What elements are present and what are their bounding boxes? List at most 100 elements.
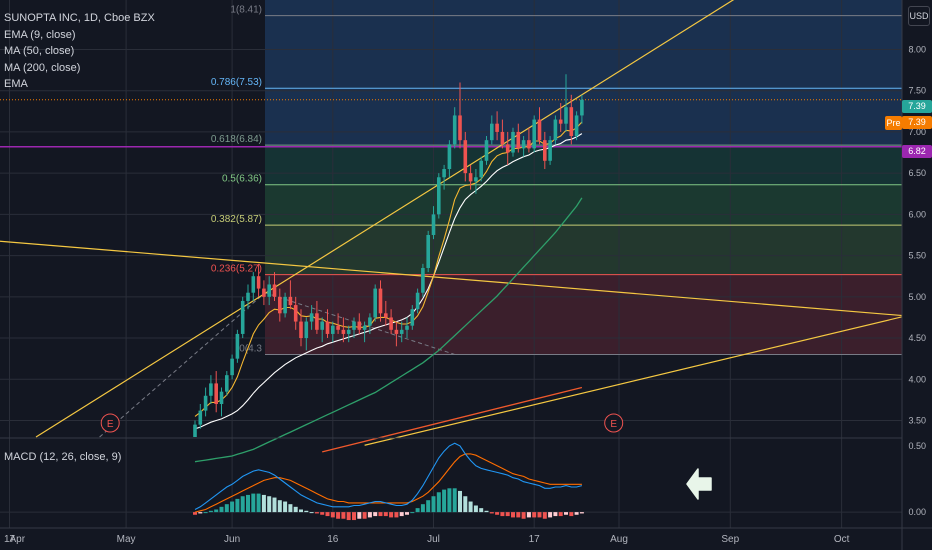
macd-histogram-bar — [240, 496, 245, 513]
macd-histogram-bar — [537, 512, 542, 518]
candle-body — [346, 329, 351, 334]
fib-label: 0(4.3 — [239, 344, 262, 355]
candle-body — [500, 131, 505, 145]
macd-histogram-bar — [542, 512, 547, 519]
candle-body — [336, 325, 340, 330]
candle-body — [235, 333, 240, 359]
macd-histogram-bar — [574, 512, 579, 515]
legend-ema[interactable]: EMA — [4, 78, 28, 90]
candle-body — [521, 140, 526, 149]
fib-band — [265, 145, 902, 185]
currency-button[interactable]: USD — [908, 6, 930, 26]
fib-label: 0.618(6.84) — [211, 134, 262, 145]
price-tick-label: 3.50 — [908, 416, 926, 426]
legend-ema9[interactable]: EMA (9, close) — [4, 28, 76, 41]
macd-histogram-bar — [198, 512, 203, 514]
macd-histogram-bar — [373, 512, 378, 517]
fib-trendline — [99, 292, 266, 438]
price-axis-bg — [902, 0, 932, 550]
candle-body — [362, 325, 367, 330]
time-tick-label: Sep — [721, 534, 739, 545]
candle-body — [251, 276, 256, 293]
candle-body — [468, 173, 473, 182]
macd-histogram-bar — [320, 512, 325, 515]
macd-histogram-bar — [378, 512, 383, 517]
candle-body — [548, 140, 552, 161]
ema-red-line — [322, 386, 583, 453]
macd-histogram-bar — [479, 508, 484, 513]
macd-histogram-bar — [484, 510, 489, 513]
candle-body — [564, 107, 568, 124]
candle-body — [553, 119, 558, 141]
trend-line — [0, 240, 932, 319]
time-tick-label: Aug — [610, 534, 628, 545]
symbol-title[interactable]: SUNOPTA INC, 1D, Cboe BZX — [4, 12, 155, 24]
candle-body — [558, 119, 563, 124]
candle-body — [378, 288, 383, 314]
candle-body — [537, 119, 542, 141]
candle-body — [278, 296, 282, 314]
macd-histogram-bar — [193, 512, 197, 515]
macd-histogram-bar — [341, 512, 346, 519]
earnings-marker — [100, 413, 120, 433]
macd-histogram-bar — [431, 496, 436, 513]
macd-histogram-bar — [458, 490, 462, 513]
macd-histogram-bar — [405, 512, 409, 515]
ma50-line — [194, 133, 583, 430]
macd-histogram-bar — [304, 510, 309, 513]
macd-histogram-bar — [558, 512, 563, 517]
macd-histogram-bar — [383, 512, 388, 517]
candle-body — [479, 160, 483, 178]
price-tick-label: 5.50 — [908, 251, 926, 261]
candle-body — [225, 375, 229, 392]
macd-histogram-bar — [283, 501, 288, 513]
candle-body — [474, 177, 478, 182]
macd-histogram-bar — [230, 501, 235, 513]
candle-body — [373, 288, 377, 318]
legend-ma200[interactable]: MA (200, close) — [4, 61, 81, 74]
macd-histogram-bar — [468, 501, 473, 513]
candle-body — [331, 325, 335, 334]
time-tick-label: Apr — [10, 534, 26, 545]
candle-body — [368, 317, 372, 326]
candle-body — [267, 284, 271, 297]
candle-body — [399, 329, 404, 334]
macd-histogram-bar — [505, 512, 510, 517]
macd-histogram-bar — [436, 492, 441, 513]
candle-body — [532, 119, 536, 149]
macd-histogram-bar — [214, 509, 219, 513]
macd-histogram-bar — [299, 509, 303, 513]
trend-line — [35, 0, 735, 438]
fib-band — [265, 15, 902, 89]
candle-body — [458, 115, 462, 141]
candle-body — [272, 284, 277, 297]
macd-histogram-bar — [553, 512, 558, 517]
macd-histogram-bar — [224, 504, 229, 513]
ma200-line — [194, 197, 583, 463]
macd-histogram-bar — [579, 512, 584, 514]
macd-legend[interactable]: MACD (12, 26, close, 9) — [4, 451, 122, 463]
time-tick-label: May — [117, 534, 136, 545]
fib-label: 1(8.41) — [230, 5, 262, 16]
candle-body — [325, 321, 330, 334]
price-tick-label: 4.00 — [908, 374, 926, 384]
macd-histogram-bar — [394, 512, 399, 518]
fib-label: 0.786(7.53) — [211, 77, 262, 88]
candle-body — [484, 140, 489, 161]
candle-body — [288, 296, 293, 306]
macd-tick-label: 0.00 — [908, 507, 926, 517]
legend-ma50[interactable]: MA (50, close) — [4, 45, 75, 57]
macd-histogram-bar — [495, 512, 500, 515]
macd-histogram-bar — [261, 494, 266, 513]
arrow-left-icon — [686, 468, 712, 500]
chart-legend: SUNOPTA INC, 1D, Cboe BZX EMA (9, close)… — [4, 10, 155, 93]
candle-body — [304, 321, 309, 339]
macd-histogram-bar — [442, 489, 447, 513]
fib-label: 0.5(6.36) — [222, 174, 262, 185]
macd-histogram-bar — [208, 510, 213, 513]
fib-bands — [265, 0, 902, 355]
candle-body — [516, 131, 521, 149]
candle-body — [219, 391, 224, 405]
macd-line — [194, 442, 583, 510]
